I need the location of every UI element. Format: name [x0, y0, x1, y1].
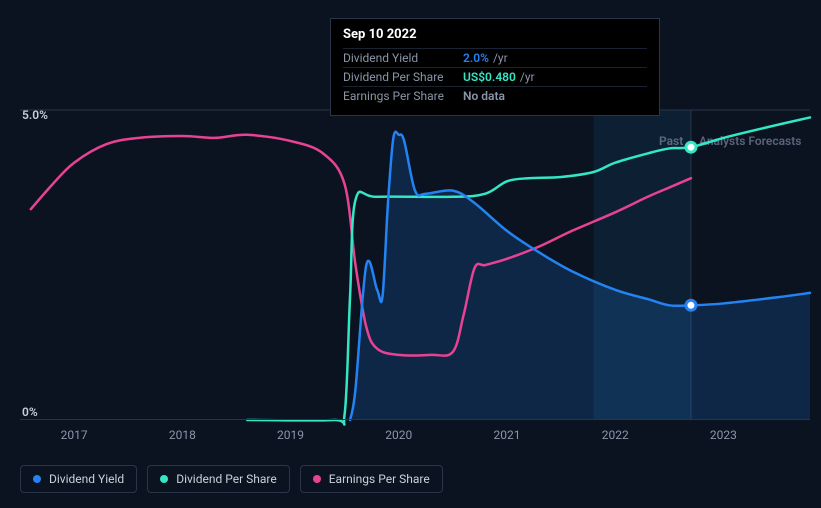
x-axis-tick-label: 2019 — [277, 428, 304, 442]
x-axis-tick-label: 2018 — [169, 428, 196, 442]
legend-dot-icon — [33, 475, 41, 483]
legend-dot-icon — [160, 475, 168, 483]
x-axis-tick-label: 2022 — [602, 428, 629, 442]
tooltip-row-unit: /yr — [520, 70, 535, 84]
tooltip-row-value: 2.0% — [463, 51, 489, 65]
tooltip-date: Sep 10 2022 — [343, 27, 647, 42]
tooltip-row-label: Dividend Yield — [343, 51, 463, 65]
tooltip-row-label: Earnings Per Share — [343, 89, 463, 103]
legend-item-dividend-per-share[interactable]: Dividend Per Share — [147, 465, 290, 493]
legend-item-label: Earnings Per Share — [329, 472, 430, 486]
legend-dot-icon — [313, 475, 321, 483]
chart-legend: Dividend Yield Dividend Per Share Earnings… — [20, 465, 443, 493]
chart-tooltip: Sep 10 2022 Dividend Yield2.0%/yrDividen… — [330, 18, 660, 116]
x-axis-labels: 2017 2018 2019 2020 2021 2022 2023 — [20, 428, 810, 448]
tooltip-row-value: No data — [463, 89, 505, 103]
x-axis-tick-label: 2020 — [385, 428, 412, 442]
legend-item-earnings-per-share[interactable]: Earnings Per Share — [300, 465, 443, 493]
tooltip-row: Dividend Yield2.0% /yr — [343, 48, 647, 67]
x-axis-tick-label: 2023 — [710, 428, 737, 442]
tooltip-row: Earnings Per ShareNo data — [343, 86, 647, 105]
x-axis-tick-label: 2021 — [493, 428, 520, 442]
legend-item-label: Dividend Yield — [49, 472, 124, 486]
x-axis-tick-label: 2017 — [61, 428, 88, 442]
tooltip-row: Dividend Per ShareUS$0.480/yr — [343, 67, 647, 86]
tooltip-row-label: Dividend Per Share — [343, 70, 463, 84]
plot-area-border — [20, 110, 810, 420]
legend-item-label: Dividend Per Share — [176, 472, 277, 486]
tooltip-row-unit: /yr — [493, 51, 508, 65]
legend-item-dividend-yield[interactable]: Dividend Yield — [20, 465, 137, 493]
tooltip-row-value: US$0.480 — [463, 70, 516, 84]
dividend-chart: Sep 10 2022 Dividend Yield2.0%/yrDividen… — [0, 0, 821, 508]
